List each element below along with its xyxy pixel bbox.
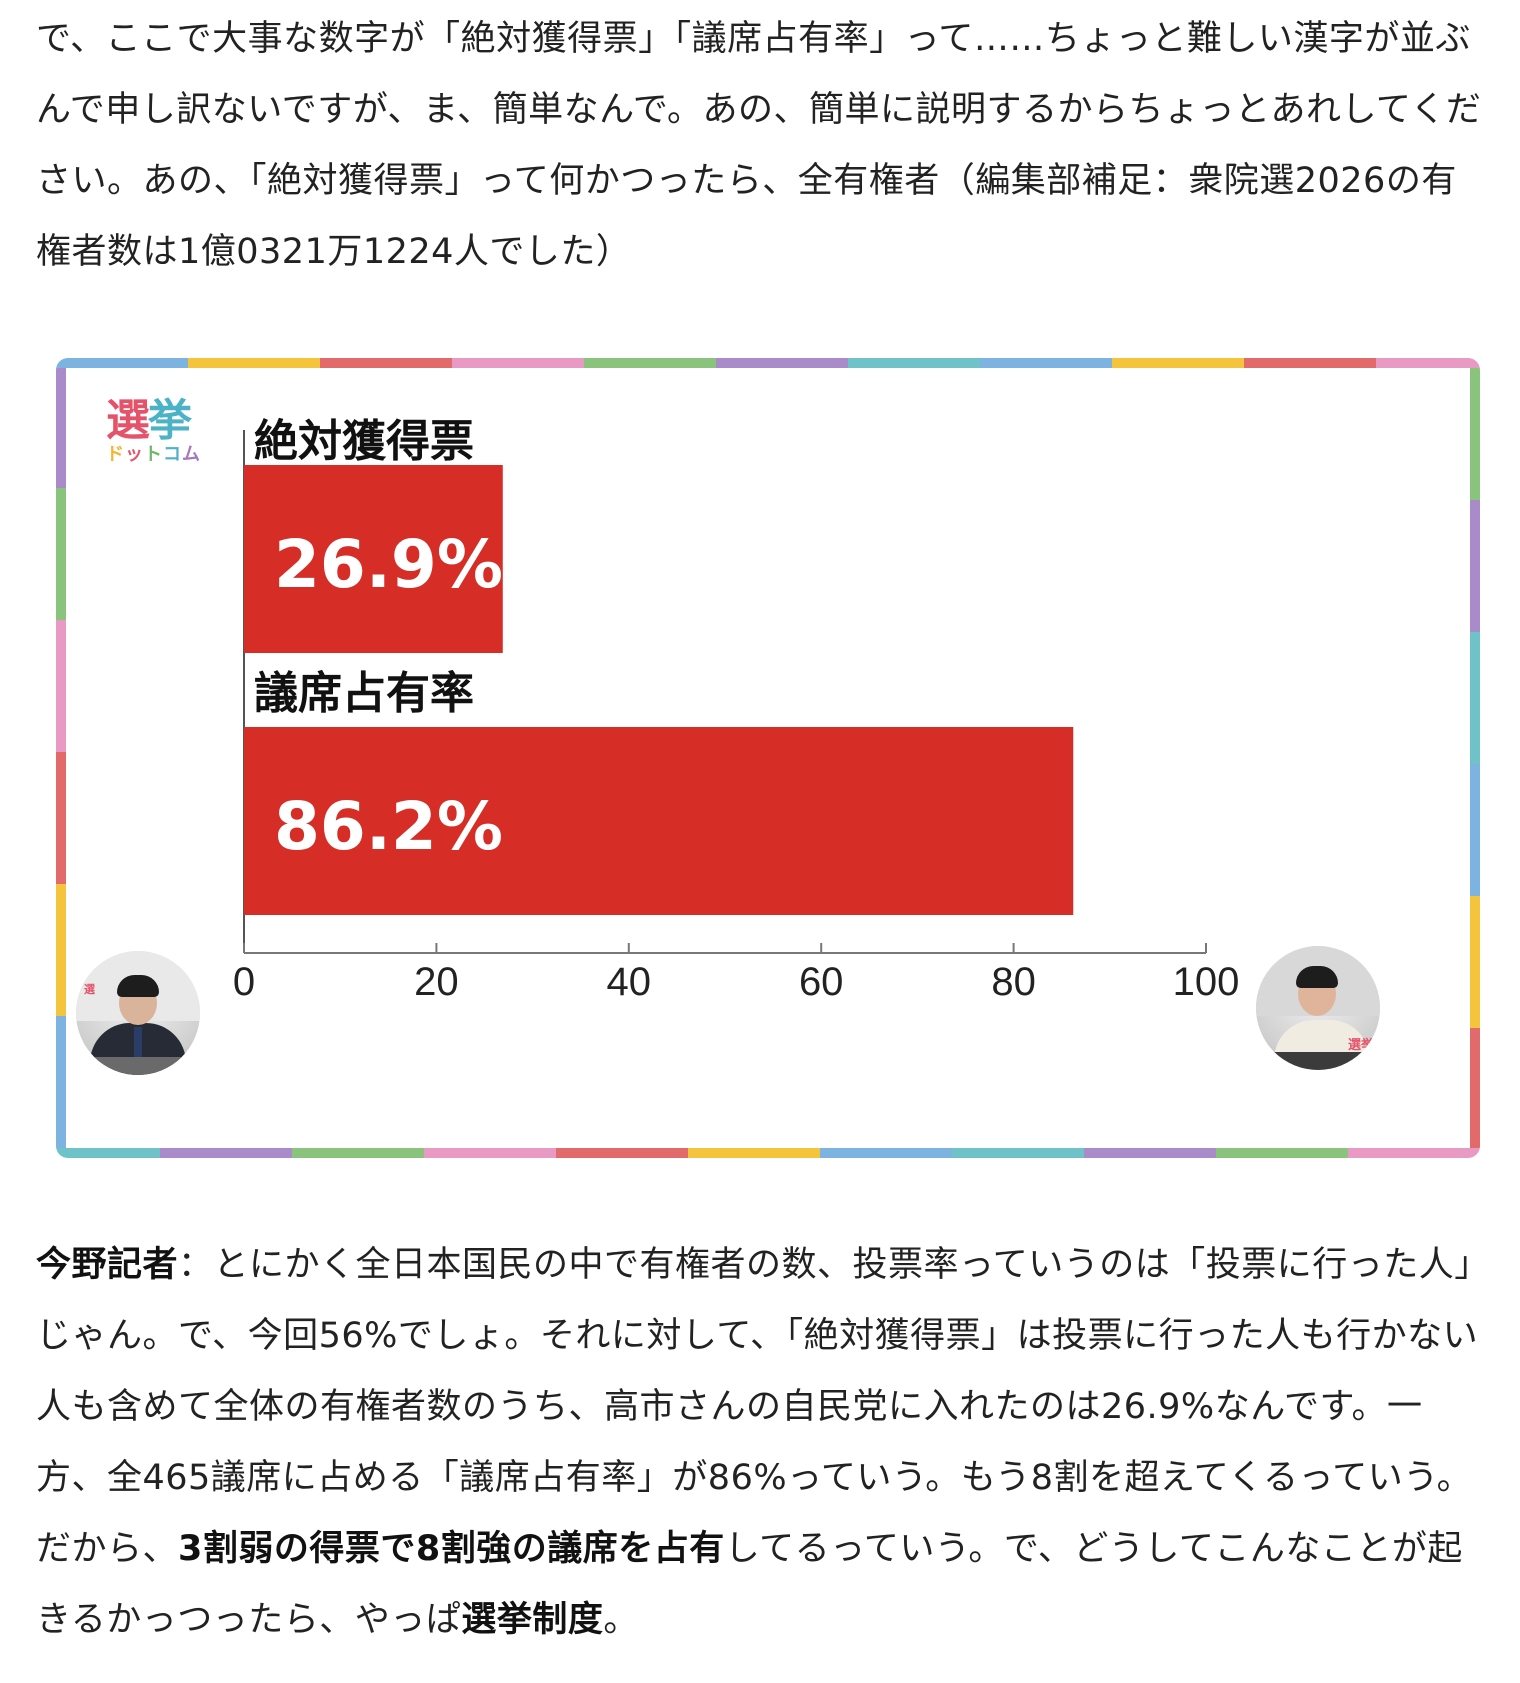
dialogue-paragraph: 今野記者：とにかく全日本国民の中で有権者の数、投票率っていうのは「投票に行った人… <box>36 1230 1488 1656</box>
frame-segment <box>584 358 716 368</box>
bar <box>244 465 503 653</box>
frame-segment <box>952 1148 1084 1158</box>
bar-value-label: 26.9% <box>274 526 503 603</box>
frame-segment <box>56 884 66 1016</box>
x-tick-label: 100 <box>1173 960 1240 1004</box>
bar <box>244 727 1074 915</box>
x-tick-label: 0 <box>233 960 255 1004</box>
x-tick-label: 60 <box>799 960 844 1004</box>
frame-segment <box>980 358 1112 368</box>
dialogue-emphasis-2: 選挙制度 <box>461 1600 604 1640</box>
logo-char-2: 挙 <box>148 395 192 446</box>
avatar-right-speaker: 選挙 <box>1256 946 1380 1070</box>
category-label: 議席占有率 <box>254 668 474 719</box>
category-label: 絶対獲得票 <box>254 416 474 467</box>
frame-segment <box>1470 500 1480 632</box>
frame-segment <box>820 1148 952 1158</box>
speaker-separator: ： <box>178 1245 214 1285</box>
logo-sub-4: コ <box>163 444 182 465</box>
x-tick-label: 80 <box>991 960 1036 1004</box>
frame-segment <box>688 1148 820 1158</box>
frame-segment <box>56 368 66 488</box>
frame-segment <box>1376 358 1480 368</box>
logo-sub-5: ム <box>182 444 201 465</box>
site-logo: 選挙 ドットコム <box>106 398 201 464</box>
chart-canvas: 選挙 ドットコム 0 20 40 60 80 100 絶対獲得票 26.9% 議席占有率 86.2… <box>66 368 1470 1148</box>
frame-segment <box>292 1148 424 1158</box>
frame-segment <box>56 488 66 620</box>
logo-sub-1: ド <box>106 444 125 465</box>
frame-segment <box>160 1148 292 1158</box>
frame-segment <box>56 1016 66 1148</box>
frame-segment <box>424 1148 556 1158</box>
frame-segment <box>452 358 584 368</box>
dialogue-emphasis-1: 3割弱の得票で8割強の議席を占有 <box>178 1529 725 1569</box>
dialogue-text-3: 。 <box>603 1600 639 1640</box>
frame-segment <box>56 620 66 752</box>
frame-segment <box>56 752 66 884</box>
frame-segment <box>1470 1028 1480 1148</box>
frame-segment <box>1470 764 1480 896</box>
frame-segment <box>1244 358 1376 368</box>
frame-segment <box>848 358 980 368</box>
frame-segment <box>1112 358 1244 368</box>
frame-segment <box>1348 1148 1480 1158</box>
avatar-sign: 選挙 <box>1348 1038 1375 1053</box>
speaker-name: 今野記者 <box>36 1245 179 1285</box>
logo-sub-2: ッ <box>125 444 144 465</box>
chart-figure: 選挙 ドットコム 0 20 40 60 80 100 絶対獲得票 26.9% 議席占有率 86.2… <box>56 358 1480 1158</box>
frame-segment <box>716 358 848 368</box>
frame-segment <box>320 358 452 368</box>
dialogue-text-2: してるっていう。で、どうしてこんなことが起きるかっつったら、やっぱ <box>36 1529 1463 1640</box>
frame-segment <box>1470 632 1480 764</box>
frame-segment <box>1216 1148 1348 1158</box>
frame-segment <box>1470 896 1480 1028</box>
frame-segment <box>188 358 320 368</box>
frame-segment <box>556 1148 688 1158</box>
frame-segment <box>56 1148 160 1158</box>
dialogue-text-1: とにかく全日本国民の中で有権者の数、投票率っていうのは「投票に行った人」じゃん。… <box>36 1245 1479 1569</box>
intro-paragraph: で、ここで大事な数字が「絶対獲得票」「議席占有率」って……ちょっと難しい漢字が並… <box>36 19 1482 272</box>
frame-segment <box>1084 1148 1216 1158</box>
logo-char-1: 選 <box>106 395 150 446</box>
frame-segment <box>56 358 188 368</box>
bar-chart: 0 20 40 60 80 100 絶対獲得票 26.9% 議席占有率 86.2% <box>233 416 1240 1004</box>
frame-segment <box>1470 368 1480 500</box>
x-tick-label: 20 <box>414 960 459 1004</box>
x-tick-label: 40 <box>607 960 652 1004</box>
bar-value-label: 86.2% <box>274 788 503 865</box>
logo-sub-3: ト <box>144 444 163 465</box>
avatar-left-speaker: 選 <box>76 951 200 1075</box>
